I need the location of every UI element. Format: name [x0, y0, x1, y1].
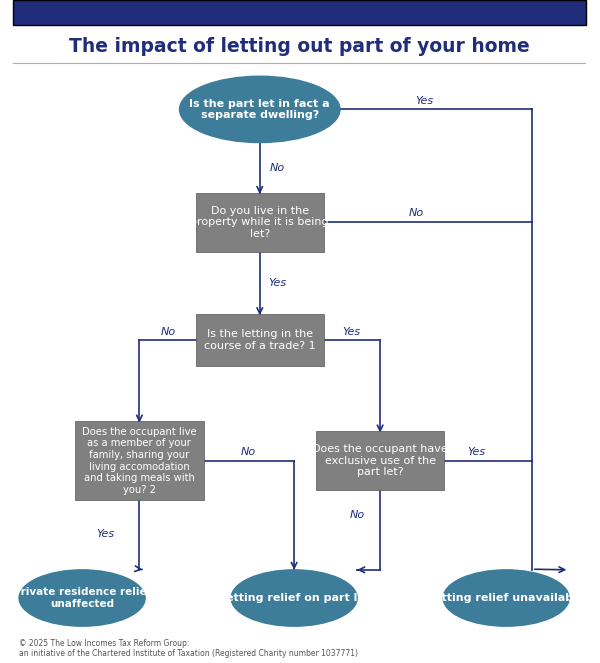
Text: Does the occupant live
as a member of your
family, sharing your
living accomodat: Does the occupant live as a member of yo… — [82, 427, 197, 495]
Text: Does the occupant have
exclusive use of the
part let?: Does the occupant have exclusive use of … — [312, 444, 448, 477]
FancyBboxPatch shape — [196, 314, 324, 366]
Text: Do you live in the
property while it is being
let?: Do you live in the property while it is … — [190, 206, 329, 239]
Text: © 2025 The Low Incomes Tax Reform Group:
an initiative of the Chartered Institut: © 2025 The Low Incomes Tax Reform Group:… — [19, 638, 358, 658]
Text: Yes: Yes — [96, 529, 114, 540]
Text: No: No — [269, 163, 284, 173]
Text: Letting relief unavailable: Letting relief unavailable — [427, 593, 585, 603]
Text: No: No — [409, 208, 424, 219]
Text: No: No — [160, 326, 176, 337]
FancyBboxPatch shape — [75, 422, 203, 501]
FancyBboxPatch shape — [13, 0, 586, 25]
Text: Yes: Yes — [415, 95, 434, 106]
Text: No: No — [241, 447, 256, 457]
Text: Yes: Yes — [343, 326, 361, 337]
Text: Private residence relief
unaffected: Private residence relief unaffected — [13, 587, 151, 609]
FancyBboxPatch shape — [196, 193, 324, 252]
Ellipse shape — [443, 570, 569, 626]
Text: No: No — [350, 511, 365, 520]
Text: The impact of letting out part of your home: The impact of letting out part of your h… — [70, 37, 530, 56]
Ellipse shape — [231, 570, 357, 626]
Text: Is the part let in fact a
separate dwelling?: Is the part let in fact a separate dwell… — [190, 99, 330, 120]
Text: Letting relief on part let: Letting relief on part let — [218, 593, 370, 603]
Text: Yes: Yes — [268, 278, 286, 288]
Text: Yes: Yes — [467, 447, 485, 457]
Ellipse shape — [19, 570, 145, 626]
FancyBboxPatch shape — [316, 432, 444, 491]
Ellipse shape — [179, 76, 340, 143]
Text: Is the letting in the
course of a trade? 1: Is the letting in the course of a trade?… — [204, 330, 316, 351]
